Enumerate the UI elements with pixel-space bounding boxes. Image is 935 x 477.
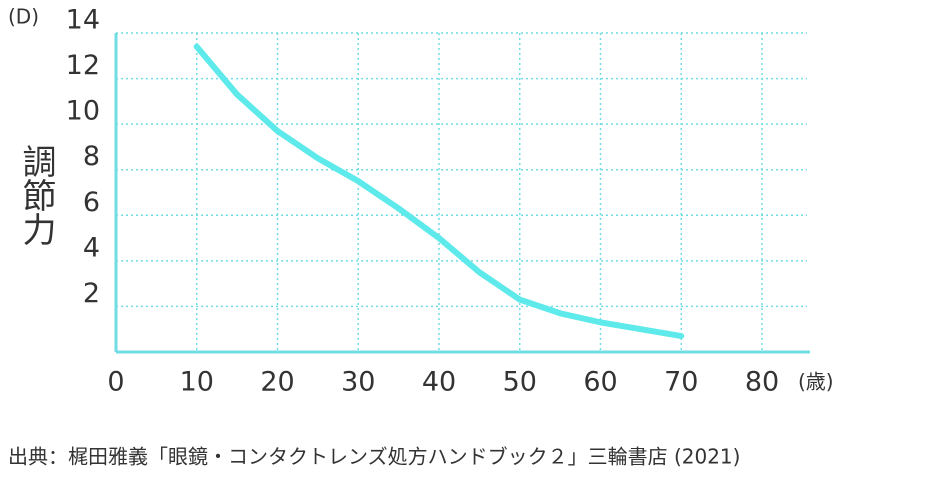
y-tick-label: 10 [66, 96, 100, 127]
x-tick-label: 0 [107, 367, 124, 398]
x-unit: (歳) [798, 370, 834, 394]
y-tick-label: 6 [83, 187, 100, 218]
x-tick-label: 80 [745, 367, 779, 398]
y-tick-label: 2 [83, 278, 100, 309]
x-tick-label: 10 [180, 367, 214, 398]
x-tick-label: 70 [664, 367, 698, 398]
y-tick-label: 12 [66, 50, 100, 81]
y-unit: (D) [8, 5, 39, 29]
x-tick-label: 60 [583, 367, 617, 398]
x-tick-label: 30 [341, 367, 375, 398]
x-tick-label: 20 [260, 367, 294, 398]
y-tick-label: 8 [83, 141, 100, 172]
data-line [193, 43, 685, 340]
source: 出典：梶田雅義「眼鏡・コンタクトレンズ処方ハンドブック２」三輪書店 (2021) [8, 445, 740, 469]
x-tick-label: 40 [422, 367, 456, 398]
x-tick-label: 50 [503, 367, 537, 398]
y-tick-label: 4 [83, 232, 100, 263]
y-label: 調節力 [16, 144, 56, 246]
y-tick-label: 14 [66, 5, 100, 36]
